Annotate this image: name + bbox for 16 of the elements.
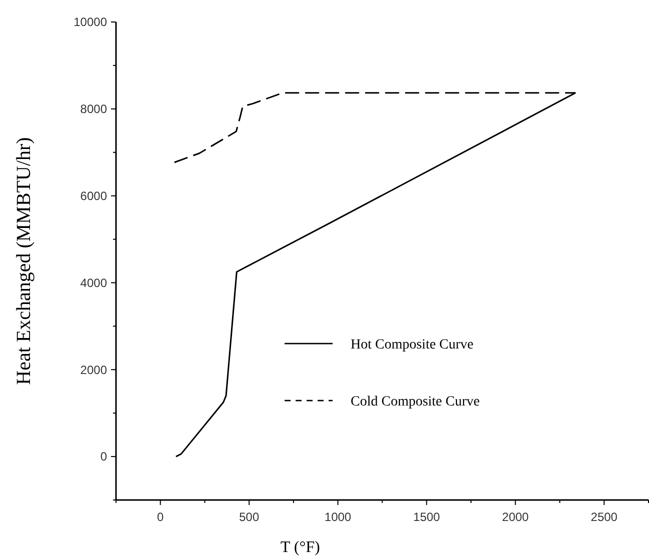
y-tick-label: 4000 [80,276,108,290]
y-tick-label: 8000 [80,102,108,116]
legend-label: Cold Composite Curve [350,394,480,410]
x-tick-label: 1500 [413,510,440,524]
legend-label: Hot Composite Curve [350,337,474,352]
x-tick-label: 500 [239,510,260,524]
y-tick-label: 6000 [80,189,108,204]
x-tick-label: 0 [157,510,164,524]
y-axis-title: Heat Exchanged (MMBTU/hr) [13,137,35,385]
y-tick-label: 2000 [80,362,108,377]
x-tick-label: 2000 [502,510,530,524]
x-axis-title: T (°F) [280,539,320,556]
x-tick-label: 1000 [324,510,352,524]
y-tick-label: 0 [100,450,108,464]
x-tick-label: 2500 [590,510,618,524]
y-tick-label: 10000 [74,15,108,30]
